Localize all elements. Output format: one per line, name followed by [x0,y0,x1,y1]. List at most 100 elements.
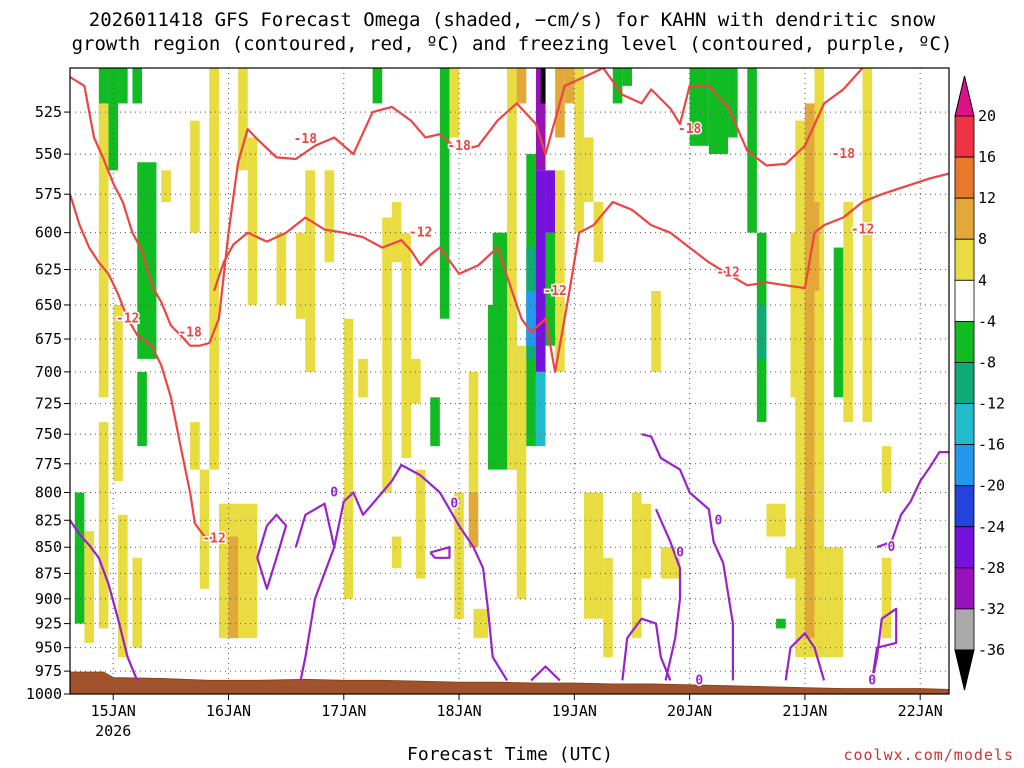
omega-cell [161,170,171,203]
y-tick-label: 825 [35,511,62,529]
y-tick-label: 775 [35,455,62,473]
y-tick-label: 875 [35,564,62,582]
omega-cell [305,170,315,372]
colorbar-bin [954,238,975,281]
y-tick-label: 725 [35,395,62,413]
y-tick-label: 650 [35,296,62,314]
omega-cell [98,103,109,398]
x-tick-label: 18JAN [436,702,481,720]
omega-cell [382,217,392,493]
colorbar-bin [954,320,975,363]
contour-label: -18 [294,132,318,147]
x-tick-label: 17JAN [321,702,366,720]
colorbar-bin [954,608,975,651]
y-tick-label: 925 [35,615,62,633]
colorbar-bin [954,279,975,322]
omega-cell [228,536,239,639]
omega-cell [881,557,892,639]
omega-cell [199,469,210,589]
omega-cell [804,103,815,639]
freezing-contour-line [621,617,672,681]
omega-cell [603,557,613,658]
x-axis-label: Forecast Time (UTC) [407,744,613,765]
omega-cell [343,318,354,599]
omega-cell [113,304,123,482]
omega-cell [862,68,873,423]
freezing-contour-line [641,433,734,681]
omega-cell [555,170,565,372]
x-tick-label: 21JAN [782,702,827,720]
omega-cell [439,68,450,319]
x-tick-label: 16JAN [206,702,251,720]
omega-cell [651,290,661,372]
y-tick-label: 750 [35,425,62,443]
omega-cell [190,422,200,470]
colorbar-bin [954,156,975,199]
y-tick-label: 675 [35,330,62,348]
contour-label: -12 [851,223,874,238]
contour-label: -18 [678,122,702,137]
omega-cell [708,68,729,155]
omega-cell [756,232,767,372]
omega-cell [535,371,546,447]
omega-cell [415,469,426,579]
x-tick-label: 15JAN [91,702,136,720]
omega-shading [74,68,892,658]
dgz-contour-line [70,193,215,540]
y-tick-label: 625 [35,261,62,279]
colorbar-tick-label: -20 [978,477,1005,495]
omega-cell [98,68,109,121]
omega-cell [276,232,287,305]
omega-cell [516,345,527,599]
x-tick-label: 19JAN [552,702,597,720]
colorbar-bin [954,403,975,446]
plot-frame [69,67,950,695]
omega-cell [824,547,844,658]
omega-cell [118,514,128,658]
contour-label: -18 [447,139,471,154]
omega-cell [809,202,820,291]
omega-cell [545,170,556,233]
omega-cell [98,422,109,629]
chart-title-line1: 2026011418 GFS Forecast Omega (shaded, −… [88,9,936,31]
omega-cell [641,503,652,579]
colorbar-tick-label: -4 [978,312,996,330]
omega-cell [747,68,757,233]
omega-cell [728,68,738,138]
contour-label: 0 [868,673,876,688]
credit-link[interactable]: coolwx.com/models [843,746,1014,764]
omega-cell [766,503,786,537]
y-tick-label: 575 [35,185,62,203]
colorbar-tick-label: -24 [978,518,1005,536]
colorbar-bin [954,485,975,528]
freezing-contour-line [294,502,336,681]
omega-cell [137,371,147,447]
freezing-contour-line [530,665,561,682]
omega-cell [631,492,642,639]
omega-cell [814,68,825,138]
omega-cell [108,68,119,171]
colorbar-tick-label: -36 [978,641,1005,659]
colorbar-bin [954,444,975,487]
colorbar-tick-label: 20 [978,107,996,125]
y-axis: 525 550 575 600 625 650 675 700 725 750 775 800 825 8… [26,103,70,703]
omega-cell [84,531,95,643]
terrain [70,671,949,694]
omega-cell [535,170,546,372]
omega-cell [583,492,604,619]
contour-label: 0 [715,513,723,528]
colorbar-tick-label: 4 [978,271,987,289]
omega-cell [843,202,853,423]
freezing-contour-line [429,546,451,559]
omega-cell [535,68,546,171]
omega-cell [526,290,536,346]
freezing-contour-line [784,632,826,681]
omega-cell [574,68,584,233]
omega-cell [540,68,546,104]
omega-cell [74,492,85,624]
y-tick-label: 950 [35,639,62,657]
colorbar-bin [954,526,975,569]
y-tick-label: 975 [35,662,62,680]
x-tick-sublabel: 2026 [95,722,131,740]
omega-cell [468,492,479,548]
